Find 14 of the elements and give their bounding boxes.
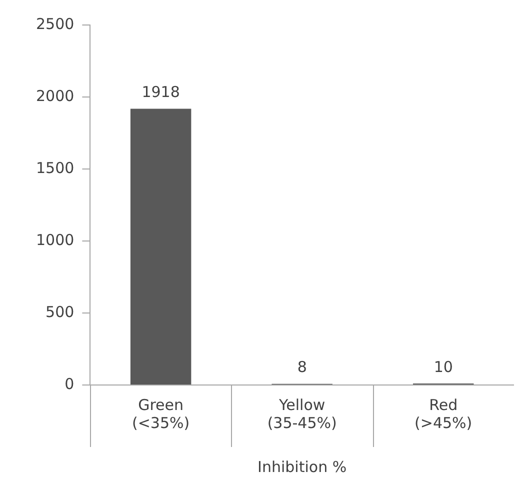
- y-tick-label: 2500: [36, 14, 74, 33]
- data-label: 10: [434, 358, 453, 376]
- y-tick-label: 0: [64, 374, 74, 393]
- x-axis-title: Inhibition %: [258, 458, 347, 476]
- x-tick-label: Green (<35%): [132, 396, 190, 432]
- data-label: 1918: [142, 83, 180, 102]
- data-label: 8: [297, 358, 307, 376]
- y-tick-label: 500: [46, 302, 74, 321]
- x-tick-label: Red (>45%): [414, 396, 472, 432]
- x-tick-label: Yellow (35-45%): [267, 396, 337, 432]
- y-tick-label: 1500: [36, 158, 74, 177]
- y-tick-label: 1000: [36, 230, 74, 249]
- y-tick-label: 2000: [36, 86, 74, 105]
- bar: [130, 108, 192, 384]
